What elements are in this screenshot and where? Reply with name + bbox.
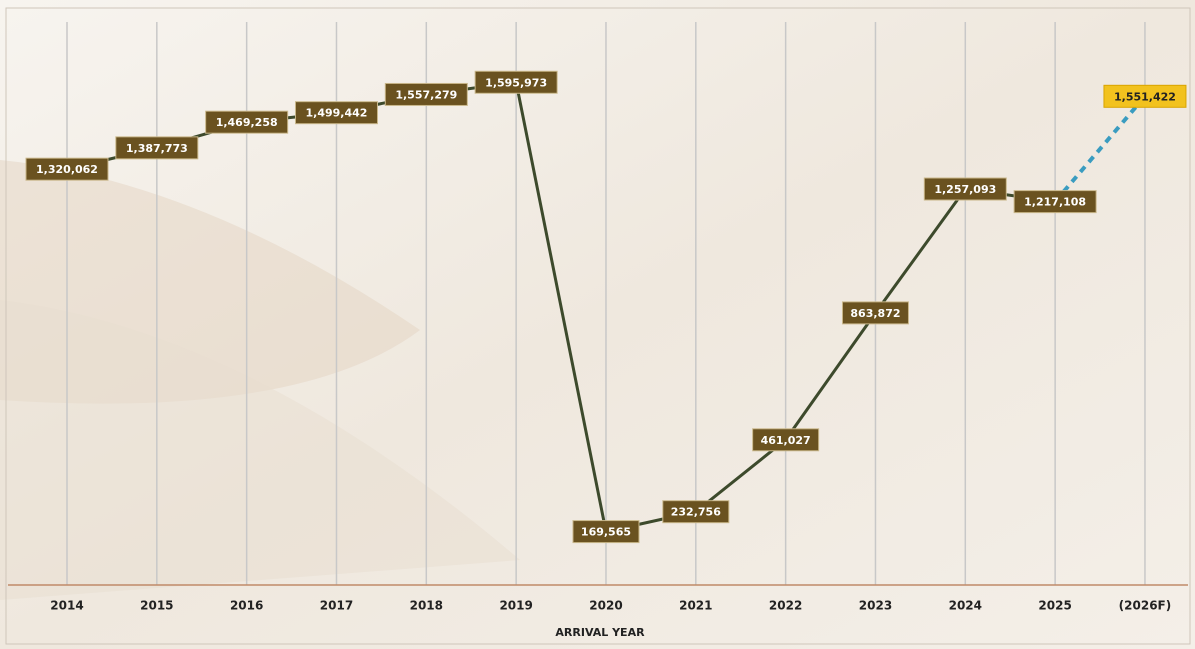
value-label: 1,557,279 (395, 88, 457, 101)
value-label-box (662, 500, 730, 524)
value-label: 1,387,773 (126, 142, 188, 155)
value-label-box (752, 428, 820, 452)
value-label-box (474, 70, 558, 94)
x-tick-label: 2017 (320, 599, 353, 613)
background-shape (0, 300, 520, 600)
value-label-box (1103, 84, 1187, 108)
value-label: 1,551,422 (1114, 90, 1176, 103)
x-tick-label: 2024 (949, 599, 982, 613)
x-tick-label: 2015 (140, 599, 173, 613)
x-tick-label: 2016 (230, 599, 263, 613)
x-axis-title: ARRIVAL YEAR (555, 626, 645, 639)
value-label-box (923, 177, 1007, 201)
x-tick-label: 2020 (589, 599, 622, 613)
value-label: 1,257,093 (934, 183, 996, 196)
x-tick-label: 2018 (410, 599, 443, 613)
x-tick-label: 2025 (1038, 599, 1071, 613)
series-line (1053, 95, 1147, 203)
value-label: 169,565 (581, 526, 631, 539)
value-label: 863,872 (850, 307, 900, 320)
value-label-box (841, 301, 909, 325)
value-label: 1,595,973 (485, 76, 547, 89)
x-tick-label: (2026F) (1119, 599, 1172, 613)
x-tick-label: 2019 (499, 599, 532, 613)
value-label: 1,217,108 (1024, 196, 1086, 209)
value-label-box (294, 101, 378, 125)
value-label-box (572, 520, 640, 544)
value-label: 1,499,442 (306, 107, 368, 120)
value-label-box (25, 157, 109, 181)
x-tick-label: 2014 (50, 599, 83, 613)
x-tick-label: 2023 (859, 599, 892, 613)
x-tick-label: 2022 (769, 599, 802, 613)
value-label-box (1013, 190, 1097, 214)
value-label: 461,027 (761, 434, 811, 447)
value-label: 1,469,258 (216, 116, 278, 129)
value-label: 1,320,062 (36, 163, 98, 176)
value-label: 232,756 (671, 506, 721, 519)
frame (5, 7, 1191, 645)
value-label-box (384, 82, 468, 106)
value-label-box (115, 136, 199, 160)
x-tick-label: 2021 (679, 599, 712, 613)
value-label-box (205, 110, 289, 134)
